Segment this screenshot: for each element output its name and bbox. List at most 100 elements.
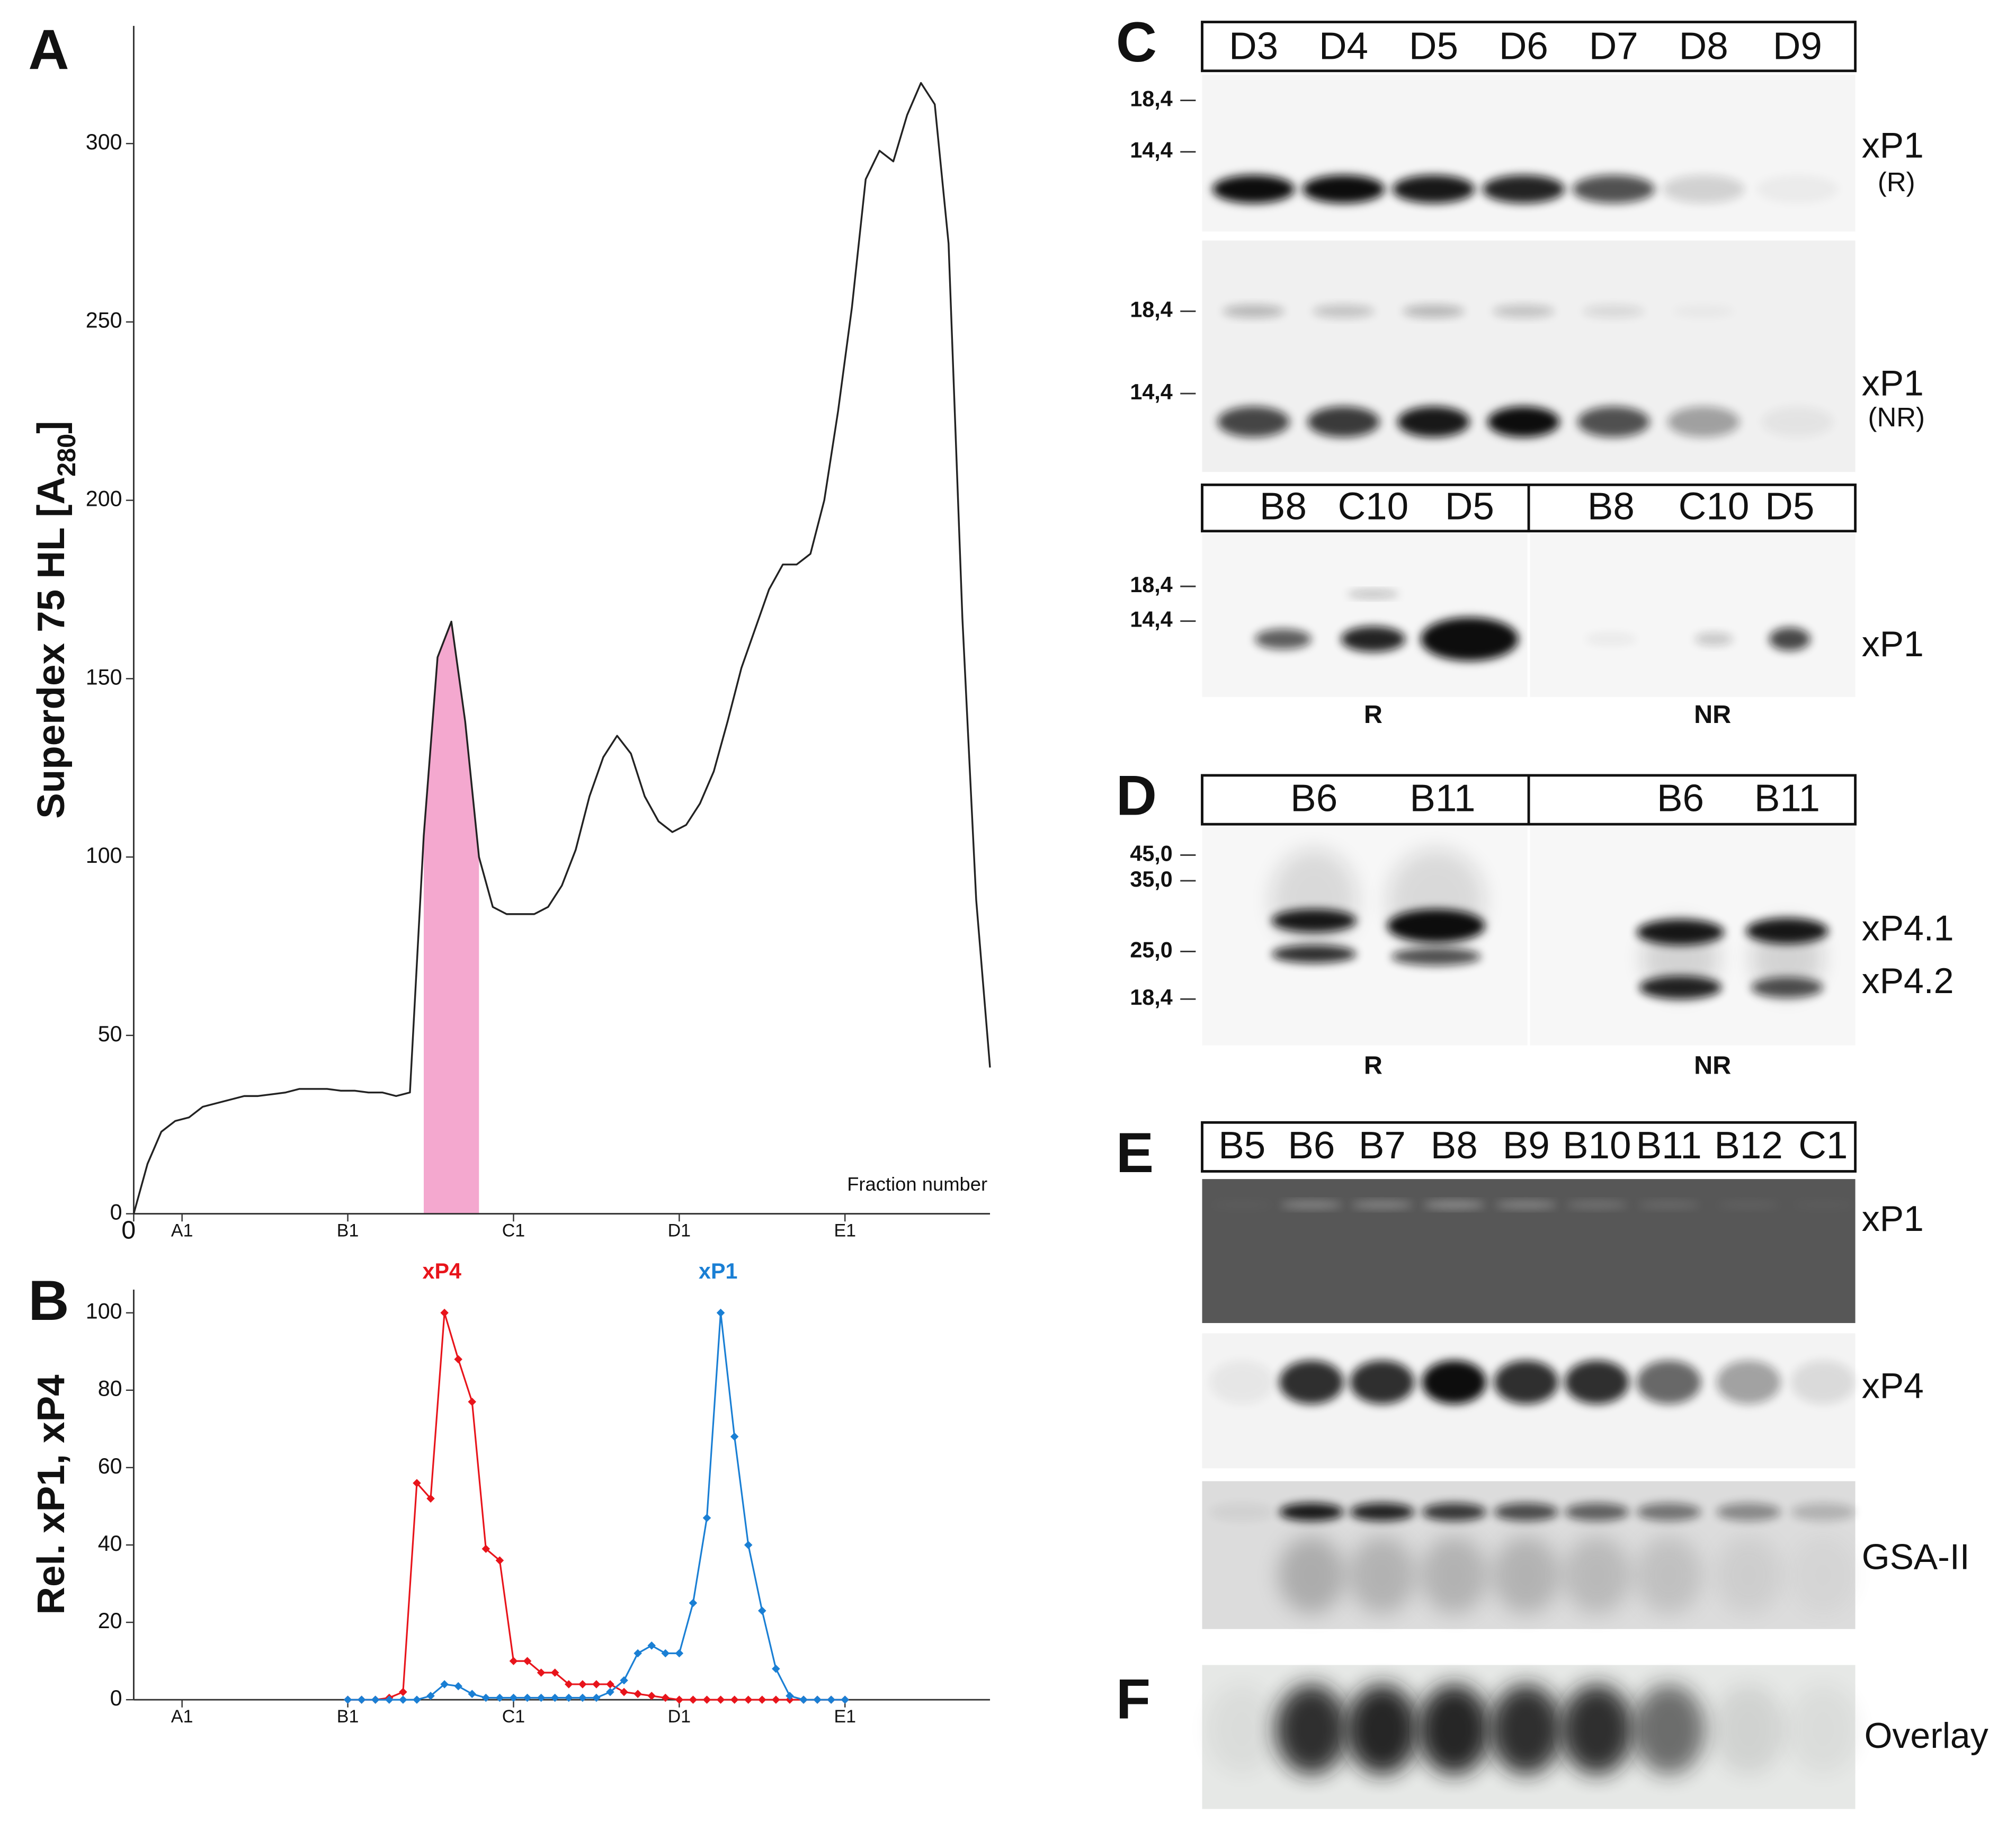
band [1307, 406, 1380, 437]
bands [1255, 590, 1810, 661]
panel-letter: E [1116, 1121, 1154, 1184]
y-tick-label: 100 [86, 1299, 122, 1324]
condition-label: NR [1694, 700, 1731, 729]
band [1212, 175, 1295, 203]
lane-label: B5 [1218, 1124, 1265, 1167]
data-point [592, 1693, 601, 1702]
band [1712, 1684, 1785, 1774]
condition-label: R [1364, 700, 1382, 729]
blot-label: xP4.2 [1862, 961, 1954, 1001]
y-tick-label: 250 [86, 308, 122, 333]
data-point [564, 1693, 573, 1702]
data-point [772, 1664, 780, 1673]
panel-letter: B [28, 1269, 69, 1332]
x-tick-label: C1 [502, 1221, 525, 1241]
band [1761, 406, 1834, 437]
marker-label: 35,0 [1130, 867, 1172, 891]
band [1210, 1360, 1274, 1404]
x-tick-label: 0 [121, 1216, 136, 1244]
band [1347, 590, 1399, 598]
bands [1217, 305, 1834, 437]
lane-label: B6 [1288, 1124, 1335, 1167]
band [1421, 1536, 1488, 1614]
data-point [634, 1649, 642, 1658]
band [1667, 406, 1740, 437]
band [1350, 1503, 1415, 1521]
data-point [592, 1680, 601, 1689]
blot-label: xP4 [1862, 1366, 1924, 1406]
x-tick-label: B1 [337, 1221, 359, 1241]
x-tick-label: A1 [171, 1221, 193, 1241]
data-point [758, 1695, 766, 1704]
blot [1202, 75, 1856, 232]
band [1391, 948, 1482, 966]
band [1387, 909, 1485, 943]
lane-label: D5 [1409, 25, 1458, 68]
y-tick-label: 100 [86, 843, 122, 868]
band [1716, 1503, 1781, 1521]
band [1490, 1684, 1563, 1774]
data-point [758, 1606, 766, 1615]
data-point [523, 1693, 532, 1702]
band [1350, 1360, 1415, 1404]
y-tick-label: 0 [110, 1686, 122, 1710]
lane-label: B11 [1754, 777, 1820, 820]
blot-label: xP4.1 [1862, 908, 1954, 949]
data-point [564, 1680, 573, 1689]
panel-d: D B6 B11 B6 B11 45,0 35,0 25,0 18,4 xP4.… [1116, 763, 1954, 1079]
lane-labels: B5 B6 B7 B8 B9 B10 B11 B12 C1 [1218, 1124, 1848, 1167]
panel-letter: F [1116, 1667, 1150, 1731]
lane-label: B8 [1587, 485, 1635, 528]
data-point [647, 1641, 656, 1650]
blot-label: GSA-II [1862, 1537, 1970, 1577]
band [1583, 305, 1645, 318]
lane-label: D4 [1319, 25, 1368, 68]
lane-label: B8 [1431, 1124, 1478, 1167]
data-point [689, 1695, 698, 1704]
x-tick-label: C1 [502, 1707, 525, 1727]
bands [1212, 175, 1839, 203]
y-tick-label: 60 [98, 1454, 122, 1478]
marker-label: 14,4 [1130, 138, 1172, 163]
data-point [606, 1687, 614, 1696]
blot-label: Overlay [1865, 1716, 1988, 1756]
data-point [454, 1355, 462, 1364]
lane-box [1201, 1121, 1857, 1173]
data-point [385, 1695, 394, 1704]
lane-label: B7 [1359, 1124, 1406, 1167]
blot-label: xP1 [1862, 363, 1924, 403]
y-tick-label: 20 [98, 1609, 122, 1633]
lane-label: D9 [1773, 25, 1822, 68]
data-point [772, 1695, 780, 1704]
marker-label: 18,4 [1130, 298, 1172, 322]
band [1403, 305, 1465, 318]
data-point [661, 1649, 670, 1658]
data-point [620, 1676, 628, 1685]
lane-label: B11 [1410, 777, 1475, 820]
band [1346, 1684, 1419, 1774]
band [1351, 1201, 1413, 1209]
lane-box [1201, 21, 1857, 73]
data-point [702, 1695, 711, 1704]
band [1302, 175, 1385, 203]
data-point [620, 1687, 628, 1696]
y-axis-label: Superdex 75 HL [A280] [30, 421, 81, 819]
band [1638, 1201, 1700, 1209]
data-point [813, 1695, 822, 1704]
band [1791, 1503, 1856, 1521]
band [1789, 1536, 1857, 1614]
data-point [634, 1690, 642, 1698]
band [1210, 1503, 1274, 1521]
band [1572, 175, 1655, 203]
panel-letter: C [1116, 10, 1157, 74]
data-point [495, 1693, 504, 1702]
condition-label: R [1364, 1051, 1382, 1080]
lane-label: D5 [1445, 485, 1494, 528]
band [1493, 305, 1555, 318]
data-point [523, 1657, 532, 1665]
lane-label: D6 [1499, 25, 1548, 68]
band [1717, 1201, 1780, 1209]
marker-label: 18,4 [1130, 573, 1172, 597]
data-point [716, 1308, 725, 1317]
